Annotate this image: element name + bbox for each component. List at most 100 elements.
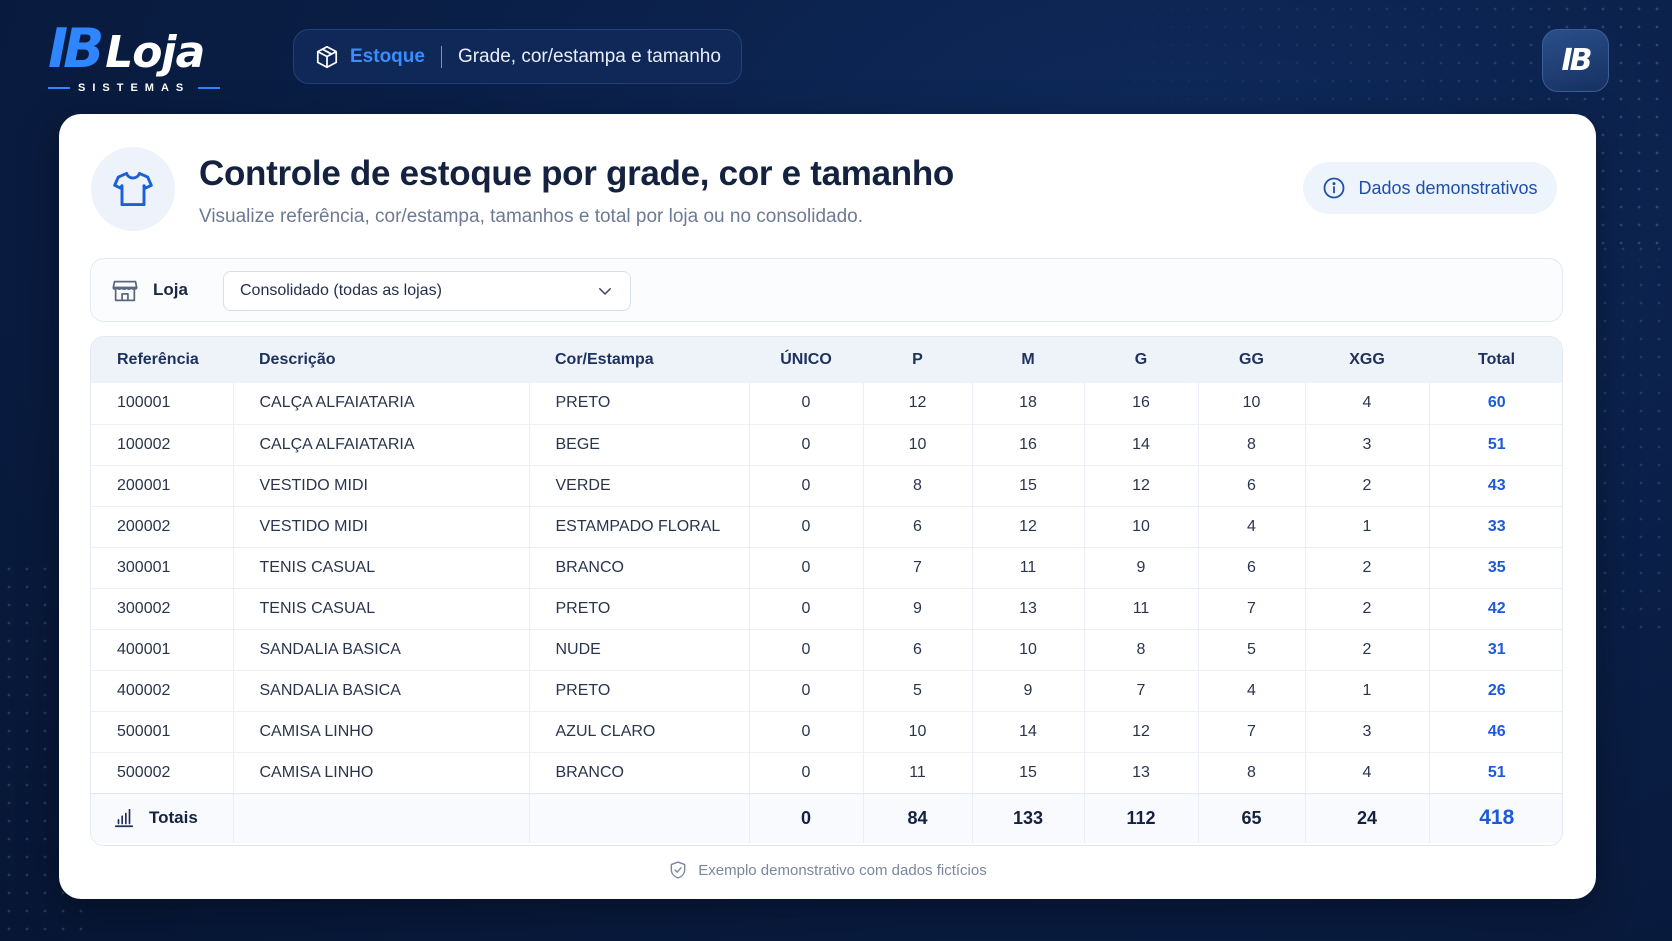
footnote-text: Exemplo demonstrativo com dados fictício… [698,861,987,879]
cell-unico: 0 [749,711,864,752]
cell-descricao: VESTIDO MIDI [233,465,530,506]
breadcrumb: Estoque Grade, cor/estampa e tamanho [293,29,742,84]
cell-g: 10 [1084,506,1199,547]
table-row[interactable]: 500002 CAMISA LINHO BRANCO 0 11 15 13 8 4 51 [91,752,1562,793]
cell-cor-estampa: AZUL CLARO [529,711,750,752]
grand-total: 418 [1479,806,1515,830]
cell-cor-estampa: VERDE [529,465,750,506]
cell-m: 11 [972,547,1085,588]
column-header-g[interactable]: G [1134,351,1148,368]
cell-xgg: 1 [1305,670,1430,711]
cell-g: 7 [1084,670,1199,711]
demo-data-badge[interactable]: Dados demonstrativos [1303,162,1557,214]
cell-p: 11 [863,752,973,793]
demo-footnote: Exemplo demonstrativo com dados fictício… [59,860,1596,880]
column-header-gg[interactable]: GG [1239,351,1264,368]
cell-g: 12 [1084,711,1199,752]
table-row[interactable]: 300002 TENIS CASUAL PRETO 0 9 13 11 7 2 42 [91,588,1562,629]
cell-total: 42 [1487,599,1506,617]
page-title: Controle de estoque por grade, cor e tam… [199,154,954,193]
cell-unico: 0 [749,588,864,629]
breadcrumb-current-page: Grade, cor/estampa e tamanho [457,45,721,67]
stock-table-container: Referência Descrição Cor/Estampa ÚNICO P… [90,336,1563,846]
cell-gg: 7 [1198,711,1306,752]
cell-descricao: VESTIDO MIDI [233,506,530,547]
cell-m: 10 [972,629,1085,670]
cell-p: 6 [863,506,973,547]
store-filter-bar: Loja Consolidado (todas as lojas) [90,258,1563,322]
cell-descricao: CALÇA ALFAIATARIA [233,383,530,424]
cell-cor-estampa: PRETO [529,670,750,711]
stock-table: Referência Descrição Cor/Estampa ÚNICO P… [91,337,1562,843]
table-row[interactable]: 400002 SANDALIA BASICA PRETO 0 5 9 7 4 1 26 [91,670,1562,711]
column-header-unico[interactable]: ÚNICO [780,351,832,368]
cell-m: 16 [972,424,1085,465]
cell-total: 51 [1487,763,1506,781]
cell-g: 14 [1084,424,1199,465]
table-row[interactable]: 400001 SANDALIA BASICA NUDE 0 6 10 8 5 2 31 [91,629,1562,670]
cell-descricao: CAMISA LINHO [233,711,530,752]
cell-referencia: 300002 [91,588,234,629]
cell-unico: 0 [749,424,864,465]
column-header-xgg[interactable]: XGG [1349,351,1385,368]
shield-check-icon [670,861,686,879]
cell-total: 35 [1487,558,1506,576]
cell-p: 5 [863,670,973,711]
cell-xgg: 2 [1305,629,1430,670]
cell-descricao: CAMISA LINHO [233,752,530,793]
table-row[interactable]: 200001 VESTIDO MIDI VERDE 0 8 15 12 6 2 43 [91,465,1562,506]
badge-text: IB [1561,43,1592,78]
cell-gg: 8 [1198,752,1306,793]
table-row[interactable]: 100001 CALÇA ALFAIATARIA PRETO 0 12 18 16 10 4 60 [91,383,1562,424]
cell-total: 51 [1487,435,1506,453]
column-header-cor-estampa[interactable]: Cor/Estampa [555,351,654,368]
column-header-p[interactable]: P [912,351,923,368]
box-icon [316,45,338,68]
cell-descricao: TENIS CASUAL [233,547,530,588]
cell-unico: 0 [749,629,864,670]
total-gg: 65 [1198,793,1306,843]
table-row[interactable]: 100002 CALÇA ALFAIATARIA BEGE 0 10 16 14 8 3 51 [91,424,1562,465]
cell-referencia: 200002 [91,506,234,547]
breadcrumb-section-link[interactable]: Estoque [350,45,425,67]
cell-xgg: 1 [1305,506,1430,547]
column-header-referencia[interactable]: Referência [117,351,199,368]
cell-total: 31 [1487,640,1506,658]
cell-p: 9 [863,588,973,629]
table-row[interactable]: 300001 TENIS CASUAL BRANCO 0 7 11 9 6 2 35 [91,547,1562,588]
cell-p: 12 [863,383,973,424]
cell-referencia: 500002 [91,752,234,793]
cell-p: 10 [863,424,973,465]
cell-referencia: 500001 [91,711,234,752]
cell-total: 33 [1487,517,1506,535]
total-g: 112 [1084,793,1199,843]
cell-unico: 0 [749,670,864,711]
table-row[interactable]: 200002 VESTIDO MIDI ESTAMPADO FLORAL 0 6 12 10… [91,506,1562,547]
column-header-m[interactable]: M [1021,351,1035,368]
store-select[interactable]: Consolidado (todas as lojas) [223,271,631,311]
totals-label: Totais [149,808,198,828]
page-icon-container [91,147,175,231]
cell-cor-estampa: PRETO [529,588,750,629]
cell-xgg: 2 [1305,547,1430,588]
cell-g: 16 [1084,383,1199,424]
main-card: Controle de estoque por grade, cor e tam… [59,114,1596,899]
cell-g: 9 [1084,547,1199,588]
app-logo[interactable]: IB Loja SISTEMAS [48,17,228,94]
cell-unico: 0 [749,547,864,588]
cell-cor-estampa: BRANCO [529,752,750,793]
table-row[interactable]: 500001 CAMISA LINHO AZUL CLARO 0 10 14 12 7 3 46 [91,711,1562,752]
store-icon [112,280,138,302]
column-header-descricao[interactable]: Descrição [259,351,336,368]
column-header-total[interactable]: Total [1477,351,1516,368]
cell-unico: 0 [749,506,864,547]
cell-gg: 10 [1198,383,1306,424]
cell-cor-estampa: NUDE [529,629,750,670]
logo-loja-text: Loja [105,27,205,78]
shirt-icon [113,171,153,207]
cell-m: 13 [972,588,1085,629]
logo-ib-text: IB [48,17,104,80]
user-badge-button[interactable]: IB [1542,29,1609,92]
cell-m: 15 [972,465,1085,506]
total-m: 133 [972,793,1085,843]
